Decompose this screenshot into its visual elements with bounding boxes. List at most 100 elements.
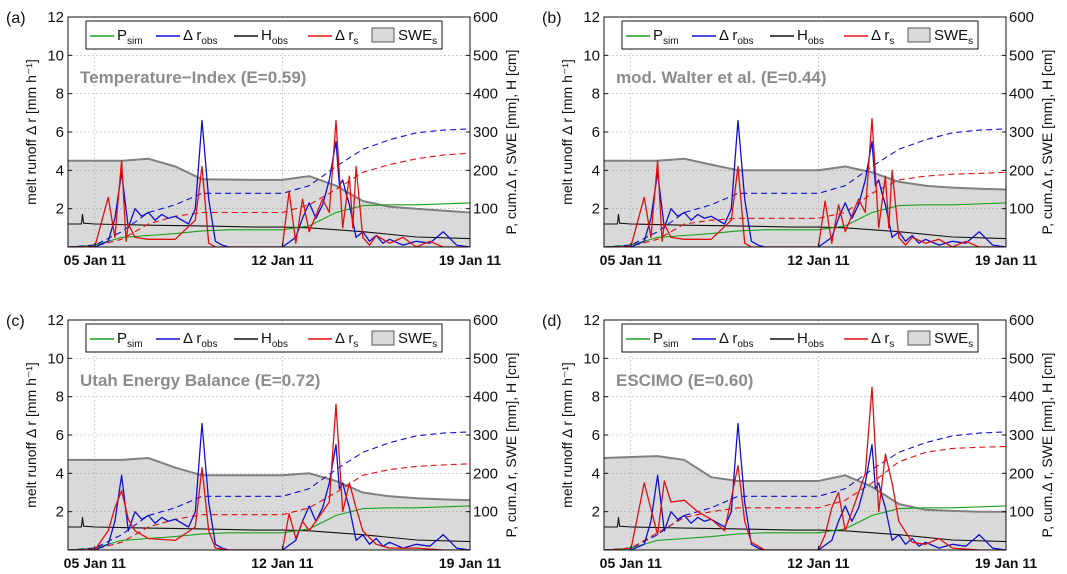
x-tick-label: 05 Jan 11 <box>64 252 126 268</box>
legend-subscript: s <box>968 339 973 350</box>
legend-entry: Δ rs <box>335 27 358 47</box>
legend-entry: Δ rs <box>871 330 894 350</box>
x-tick-label: 05 Jan 11 <box>600 555 662 571</box>
left-tick-label: 10 <box>47 47 64 64</box>
legend-label: Δ r <box>719 27 737 44</box>
legend-entry: Hobs <box>797 330 824 350</box>
legend-subscript: obs <box>272 36 288 47</box>
x-tick-label: 05 Jan 11 <box>600 252 662 268</box>
right-tick-label: 300 <box>473 427 498 444</box>
legend-label: Δ r <box>719 330 737 347</box>
legend-label: H <box>261 27 272 44</box>
left-tick-label: 6 <box>592 124 600 141</box>
legend-subscript: obs <box>737 36 753 47</box>
panel-letter: (d) <box>542 313 562 330</box>
legend-label: SWE <box>934 27 968 44</box>
left-axis-label: melt runoff Δ r [mm h⁻¹] <box>23 362 39 508</box>
left-tick-label: 10 <box>583 350 600 367</box>
legend-subscript: obs <box>737 339 753 350</box>
left-axis-label: melt runoff Δ r [mm h⁻¹] <box>559 362 575 508</box>
legend-entry: Δ rs <box>871 27 894 47</box>
left-tick-label: 8 <box>56 389 64 406</box>
right-tick-label: 100 <box>473 504 498 521</box>
legend-swatch-swe <box>907 27 931 43</box>
legend-subscript: s <box>432 36 437 47</box>
left-tick-label: 6 <box>56 124 64 141</box>
x-tick-label: 19 Jan 11 <box>439 555 501 571</box>
right-tick-label: 300 <box>1009 427 1034 444</box>
legend-subscript: sim <box>663 339 679 350</box>
left-tick-label: 2 <box>592 201 600 218</box>
legend-label: SWE <box>398 330 432 347</box>
plot-content <box>68 17 470 247</box>
series-delta-r-s <box>68 403 470 550</box>
right-tick-label: 600 <box>473 9 498 26</box>
swe-area <box>68 458 470 550</box>
left-tick-label: 6 <box>56 427 64 444</box>
panel-b: 2 4 6 8 10 12 100 200 300 400 500 600 05 Jan 11 12 Ja… <box>542 9 1055 268</box>
legend-entry: Δ robs <box>719 27 753 47</box>
left-tick-label: 4 <box>56 162 64 179</box>
right-tick-label: 600 <box>1009 9 1034 26</box>
left-tick-label: 8 <box>56 86 64 103</box>
legend-entry: Psim <box>653 27 679 47</box>
swe-line <box>68 157 470 214</box>
panel-letter: (c) <box>6 313 25 330</box>
legend-box <box>85 323 443 353</box>
legend-entry: Hobs <box>797 27 824 47</box>
right-tick-label: 200 <box>1009 465 1034 482</box>
right-tick-label: 100 <box>1009 504 1034 521</box>
right-tick-label: 200 <box>473 162 498 179</box>
x-tick-label: 12 Jan 11 <box>251 555 313 571</box>
left-tick-label: 10 <box>583 47 600 64</box>
legend: Psim Δ robs Hobs Δ rs SWEs <box>85 323 443 353</box>
series-delta-r-obs <box>604 422 1006 550</box>
legend-entry: Hobs <box>261 27 288 47</box>
right-tick-label: 300 <box>1009 124 1034 141</box>
legend-subscript: s <box>889 339 894 350</box>
legend-entry: Hobs <box>261 330 288 350</box>
legend-label: P <box>653 27 663 44</box>
series-delta-r-obs <box>68 422 470 550</box>
left-tick-label: 6 <box>592 427 600 444</box>
left-tick-label: 4 <box>56 465 64 482</box>
model-title: ESCIMO (E=0.60) <box>616 371 753 390</box>
plot-content <box>604 320 1006 550</box>
left-axis-label: melt runoff Δ r [mm h⁻¹] <box>559 59 575 205</box>
legend-swatch-swe <box>371 27 395 43</box>
series-cum-delta-r-s <box>604 171 1006 247</box>
legend-swatch-swe <box>907 330 931 346</box>
x-tick-label: 12 Jan 11 <box>787 555 849 571</box>
left-tick-label: 12 <box>47 9 64 26</box>
right-tick-label: 600 <box>1009 312 1034 329</box>
x-tick-label: 05 Jan 11 <box>64 555 126 571</box>
left-tick-label: 2 <box>56 201 64 218</box>
legend-subscript: obs <box>808 36 824 47</box>
legend-subscript: s <box>968 36 973 47</box>
right-tick-label: 100 <box>473 201 498 218</box>
legend-label: Δ r <box>335 330 353 347</box>
right-tick-label: 600 <box>473 312 498 329</box>
left-tick-label: 10 <box>47 350 64 367</box>
right-tick-label: 100 <box>1009 201 1034 218</box>
left-tick-label: 8 <box>592 389 600 406</box>
swe-line <box>68 456 470 502</box>
plot-content <box>68 320 470 550</box>
legend-subscript: sim <box>663 36 679 47</box>
left-tick-label: 4 <box>592 162 600 179</box>
series-delta-r-s <box>604 386 1006 550</box>
panel-d: 2 4 6 8 10 12 100 200 300 400 500 600 05 Jan 11 12 Ja… <box>542 312 1055 571</box>
swe-area <box>604 456 1006 550</box>
legend-label: H <box>797 330 808 347</box>
left-tick-label: 12 <box>583 312 600 329</box>
panel-c: 2 4 6 8 10 12 100 200 300 400 500 600 05 Jan 11 12 Ja… <box>6 312 519 571</box>
legend-label: H <box>261 330 272 347</box>
right-tick-label: 500 <box>1009 350 1034 367</box>
x-tick-label: 12 Jan 11 <box>251 252 313 268</box>
legend-label: Δ r <box>183 27 201 44</box>
legend-subscript: s <box>353 339 358 350</box>
right-tick-label: 400 <box>1009 86 1034 103</box>
legend-entry: Δ robs <box>183 330 217 350</box>
legend-label: SWE <box>398 27 432 44</box>
